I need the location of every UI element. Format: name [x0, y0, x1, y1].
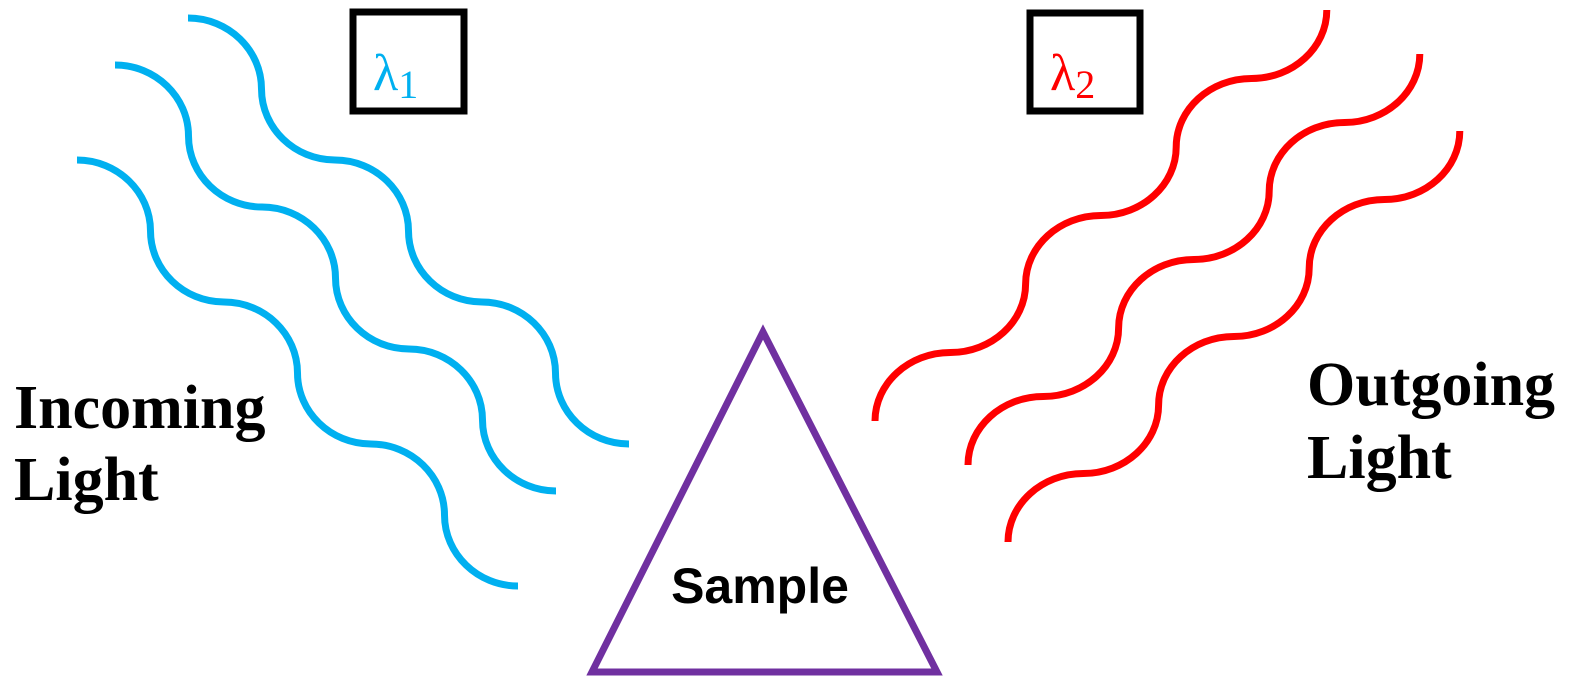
incoming-label: Light [14, 446, 159, 514]
incoming-label: Incoming [14, 374, 265, 442]
lambda-subscript: 2 [1075, 62, 1095, 107]
diagram: λ1 λ2 Incoming Light Outgoing Light Samp… [0, 0, 1570, 678]
light-wave [875, 10, 1327, 421]
lambda-subscript: 1 [398, 62, 418, 107]
sample-label: Sample [671, 558, 849, 614]
lambda-symbol: λ [1050, 45, 1075, 102]
lambda-label: λ1 [373, 45, 418, 107]
outgoing-label: Light [1307, 424, 1452, 492]
lambda-symbol: λ [373, 45, 398, 102]
lambda-label: λ2 [1050, 45, 1095, 107]
outgoing-label: Outgoing [1307, 351, 1555, 419]
light-wave [77, 160, 518, 586]
page: λ1 λ2 Incoming Light Outgoing Light Samp… [0, 0, 1570, 678]
